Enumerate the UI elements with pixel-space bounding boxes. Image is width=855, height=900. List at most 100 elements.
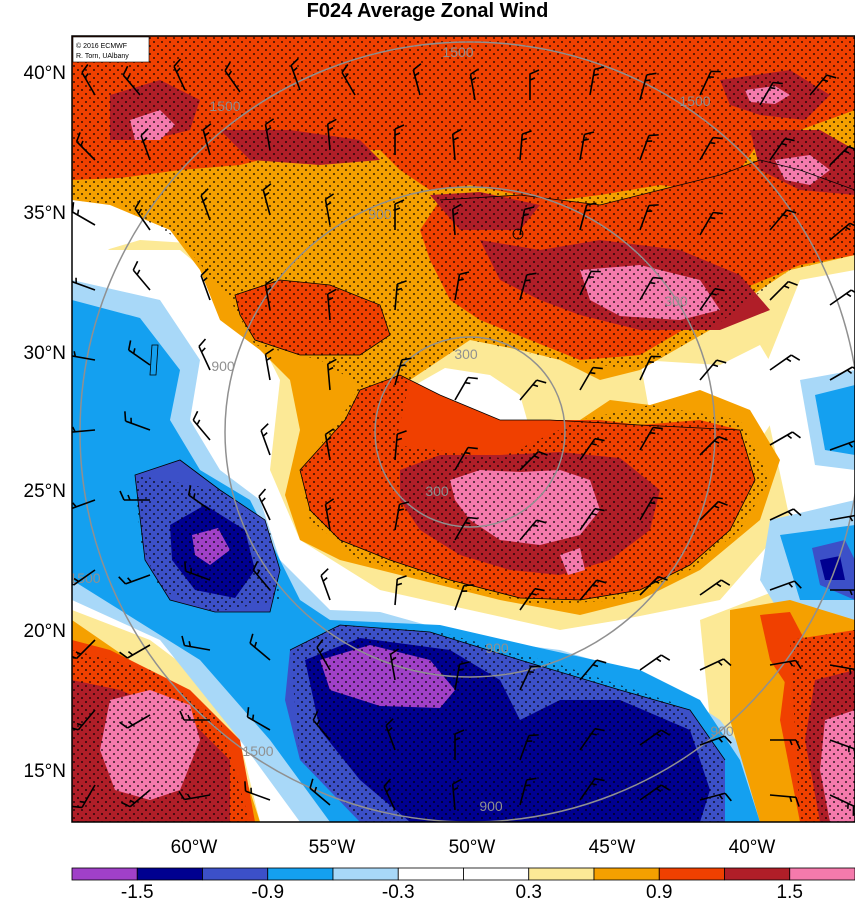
- wind-barb: [187, 485, 211, 511]
- wind-barb: [320, 568, 331, 601]
- wind-barb: [224, 61, 241, 93]
- wind-barb: [699, 359, 727, 381]
- ring-label: 300: [454, 346, 478, 362]
- wind-barb: [579, 366, 603, 391]
- wind-barb: [252, 560, 271, 591]
- wind-barb: [262, 183, 272, 216]
- wind-barb: [127, 340, 151, 366]
- wind-barb: [519, 206, 535, 236]
- wind-barb: [326, 358, 337, 391]
- wind-barb: [579, 270, 601, 296]
- wind-barb: [699, 70, 721, 96]
- wind-barb: [179, 710, 210, 721]
- wind-barb: [326, 288, 337, 321]
- wind-barb: [184, 561, 211, 581]
- wind-barbs: [72, 58, 855, 816]
- wind-barb: [579, 202, 597, 231]
- wind-barb: [589, 66, 605, 96]
- stipple-significance: [72, 36, 855, 822]
- ring-label: 900: [485, 640, 509, 656]
- wind-barb: [202, 123, 212, 156]
- wind-barb: [324, 498, 335, 531]
- wind-barb: [454, 584, 474, 611]
- wind-barb: [829, 145, 855, 166]
- lon-label: 60°W: [171, 837, 218, 858]
- wind-barb: [769, 280, 798, 301]
- wind-barb: [324, 428, 335, 461]
- wind-barb: [519, 587, 545, 611]
- wind-barb: [72, 351, 96, 361]
- colorbar-swatch: [267, 867, 334, 881]
- colorbar-swatch: [332, 867, 399, 881]
- wind-barb: [699, 287, 725, 311]
- wind-barb: [809, 74, 837, 96]
- wind-barb: [124, 411, 151, 431]
- wind-barb: [324, 193, 335, 226]
- wind-barb: [639, 729, 671, 746]
- wind-barb: [769, 431, 801, 446]
- wind-barb: [769, 659, 802, 670]
- lat-label: 20°N: [24, 621, 66, 642]
- wind-barb: [316, 639, 331, 671]
- wind-barb: [264, 278, 275, 311]
- wind-barb: [326, 118, 337, 151]
- wind-barb: [469, 68, 480, 101]
- colorbar-label: 1.5: [777, 882, 803, 900]
- wind-barb: [579, 727, 605, 751]
- wind-barb: [192, 410, 211, 441]
- colorbar-label: 0.3: [516, 882, 542, 900]
- wind-barb: [639, 276, 663, 301]
- wind-barb: [81, 64, 96, 96]
- wind-barb: [639, 654, 671, 671]
- wind-barb: [454, 446, 478, 471]
- lat-label: 35°N: [24, 203, 66, 224]
- wind-barb: [519, 777, 537, 806]
- wind-barb: [249, 633, 271, 661]
- lon-label: 40°W: [729, 837, 776, 858]
- wind-barb: [519, 734, 539, 761]
- wind-barb: [341, 64, 356, 96]
- colorbar-label: -1.5: [121, 882, 154, 900]
- wind-barb: [264, 348, 275, 381]
- wind-barb: [178, 790, 211, 801]
- wind-barb: [264, 118, 275, 151]
- wind-barb: [72, 277, 96, 291]
- credit-box: © 2016 ECMWF R. Torn, UAlbany: [72, 36, 150, 63]
- wind-barb: [200, 188, 211, 221]
- wind-barb: [260, 423, 271, 456]
- wind-barb: [769, 580, 802, 591]
- wind-barb: [140, 128, 151, 161]
- wind-barb: [244, 781, 271, 801]
- wind-barb: [389, 648, 400, 681]
- wind-barb: [829, 794, 855, 816]
- wind-barb: [699, 658, 732, 671]
- colorbar-swatch: [71, 867, 138, 881]
- wind-barb: [769, 794, 800, 807]
- wind-barb: [519, 665, 541, 691]
- wind-barb: [829, 664, 855, 680]
- wind-barb: [699, 735, 732, 746]
- wind-barb: [639, 575, 668, 596]
- wind-barb: [579, 659, 607, 681]
- wind-barb: [829, 289, 855, 306]
- credit-line2: R. Torn, UAlbany: [76, 53, 129, 60]
- map-panel: 1500 1500 1500 1500 1500 900 900 900 900 900 300 30…: [72, 36, 855, 822]
- lat-label: 25°N: [24, 481, 66, 502]
- wind-barb: [699, 792, 732, 802]
- lat-label: 15°N: [24, 761, 66, 782]
- wind-barb: [385, 718, 396, 751]
- wind-barb: [72, 784, 96, 809]
- lat-label: 30°N: [24, 343, 66, 364]
- ring-label: 1500: [209, 98, 240, 114]
- wind-barb: [639, 204, 659, 231]
- wind-barb: [454, 661, 470, 691]
- wind-barb: [394, 357, 412, 386]
- wind-barb: [290, 58, 301, 91]
- wind-barb: [454, 516, 478, 541]
- colorbar-label: -0.3: [382, 882, 415, 900]
- ring-label: 1500: [242, 743, 273, 759]
- wind-barb: [120, 789, 151, 808]
- wind-barb: [579, 507, 605, 531]
- wind-barb: [173, 58, 186, 91]
- wind-barb: [394, 124, 405, 155]
